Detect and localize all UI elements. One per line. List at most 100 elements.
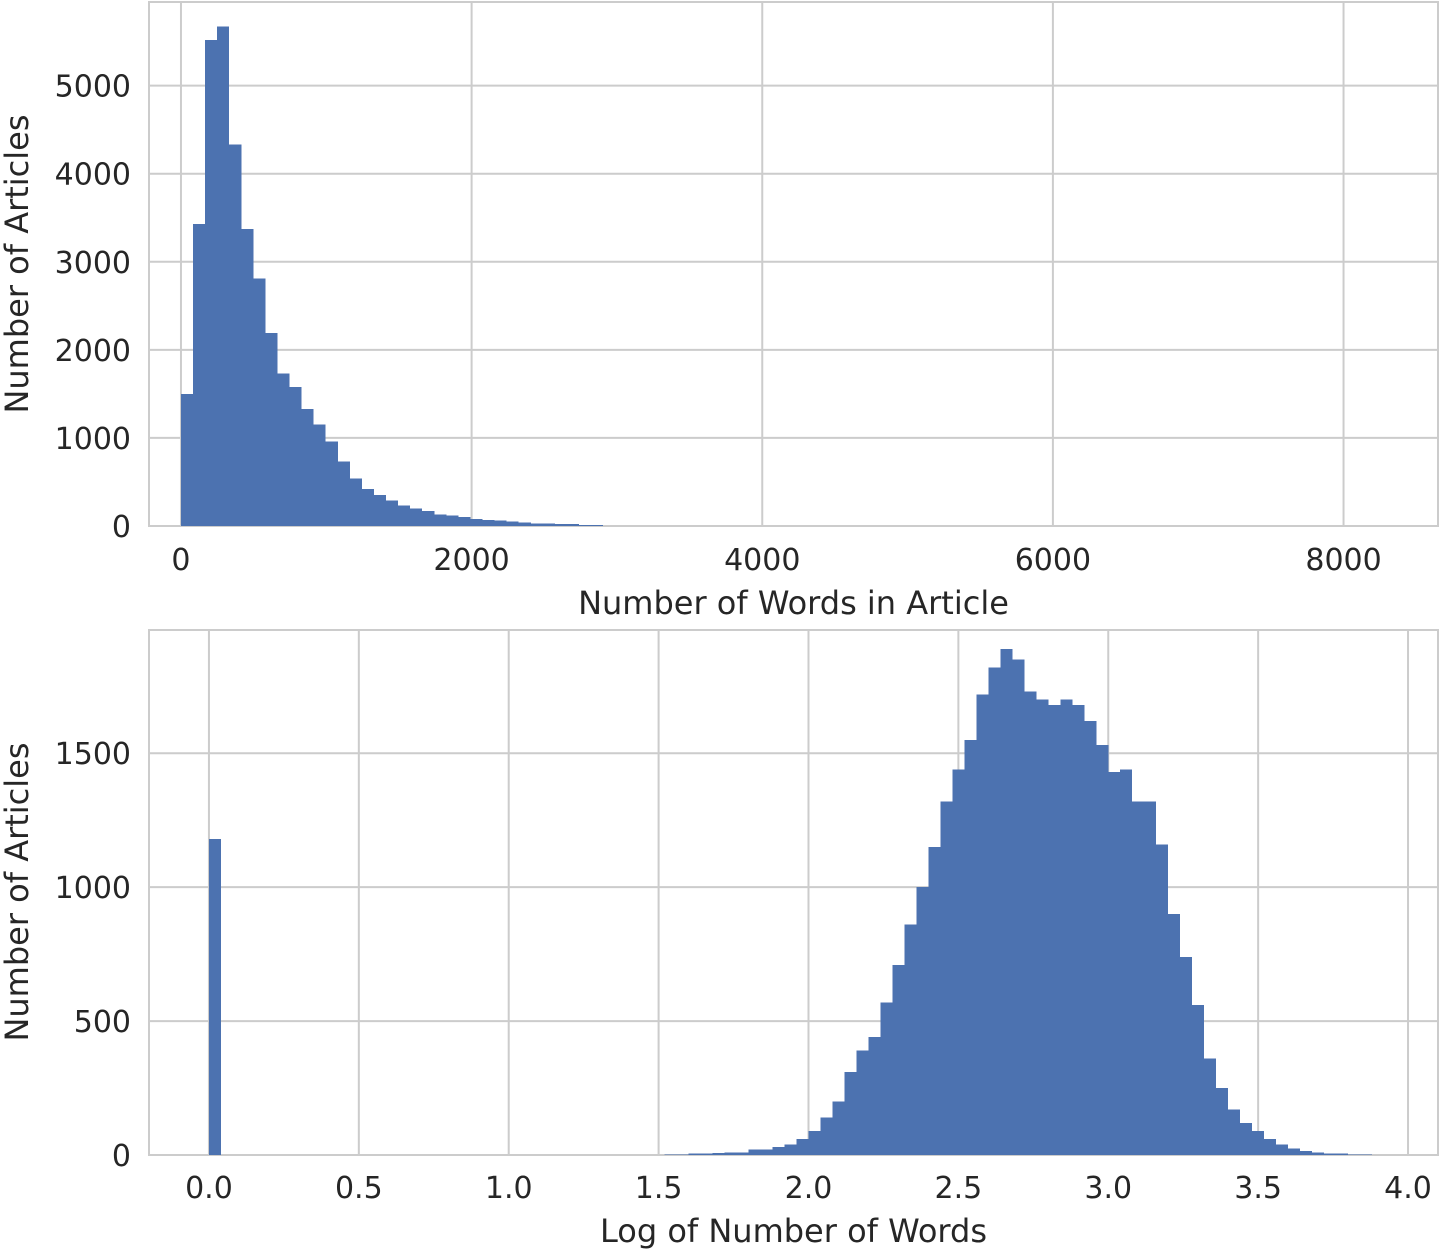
histogram-bar <box>494 520 507 526</box>
histogram-bar <box>976 694 989 1155</box>
histogram-bar <box>1000 648 1013 1155</box>
histogram-bar <box>1168 913 1181 1155</box>
histogram-bar <box>1108 771 1121 1155</box>
histogram-bar <box>952 769 965 1155</box>
histogram-bar <box>1012 659 1025 1155</box>
histogram-bar <box>470 518 483 526</box>
histogram-bar <box>542 523 555 526</box>
histogram-bar <box>1324 1153 1337 1155</box>
y-tick-label: 1000 <box>55 422 131 457</box>
histogram-bar <box>1144 801 1157 1155</box>
histogram-bar <box>566 524 580 526</box>
x-tick-label: 2.0 <box>785 1171 833 1206</box>
histogram-bar <box>964 739 977 1155</box>
histogram-bar <box>736 1152 749 1155</box>
histogram-bar <box>289 386 302 526</box>
histogram-bar <box>904 924 917 1155</box>
y-tick-label: 1500 <box>55 737 131 772</box>
histogram-bar <box>700 1153 713 1155</box>
histogram-bar <box>760 1149 773 1155</box>
histogram-bar <box>1360 1154 1373 1155</box>
histogram-bar <box>664 1154 677 1155</box>
histogram-bar <box>386 500 399 526</box>
histogram-bar <box>422 511 435 526</box>
histogram-bar <box>217 26 230 527</box>
histogram-bar <box>277 373 290 526</box>
histogram-bar <box>301 408 314 526</box>
histogram-bar <box>1180 956 1193 1155</box>
histogram-bar <box>1264 1138 1277 1155</box>
histogram-bar <box>868 1037 881 1155</box>
histogram-bar <box>916 887 929 1155</box>
histogram-bar <box>796 1138 809 1155</box>
histogram-bar <box>1156 844 1169 1155</box>
histogram-bar <box>1072 705 1085 1155</box>
histogram-bar <box>1204 1058 1217 1155</box>
histogram-bar <box>1276 1144 1289 1155</box>
x-tick-label: 4000 <box>724 543 800 578</box>
x-tick-label: 4.0 <box>1384 1171 1432 1206</box>
x-tick-label: 3.0 <box>1084 1171 1132 1206</box>
histogram-bar <box>856 1050 869 1155</box>
histogram-bar <box>229 144 242 526</box>
y-tick-label: 4000 <box>55 158 131 193</box>
histogram-bar <box>1348 1154 1361 1155</box>
histogram-bar <box>784 1144 797 1155</box>
y-tick-label: 5000 <box>55 70 131 105</box>
histogram-bar <box>940 801 953 1155</box>
histogram-bar <box>880 1002 893 1155</box>
histogram-bar <box>591 525 604 526</box>
histogram-bar <box>808 1130 821 1155</box>
histogram-bar <box>554 524 567 526</box>
x-tick-label: 2000 <box>433 543 509 578</box>
histogram-bar <box>1096 745 1109 1155</box>
histogram-bar <box>1192 1005 1205 1155</box>
histogram-bar <box>518 522 531 526</box>
histogram-bar <box>820 1117 833 1155</box>
histogram-bar <box>265 333 278 526</box>
x-tick-label: 0 <box>171 543 190 578</box>
histogram-bar <box>1048 705 1061 1155</box>
y-axis-label: Number of Articles <box>0 742 36 1041</box>
histogram-bar <box>373 495 387 526</box>
histogram-bar <box>579 525 592 526</box>
histogram-bar <box>1216 1088 1229 1155</box>
histogram-bar <box>241 229 254 526</box>
histogram-bar <box>506 521 519 526</box>
histogram-bar <box>772 1146 785 1155</box>
x-tick-label: 1.5 <box>635 1171 683 1206</box>
histogram-bar <box>410 508 423 526</box>
histogram-bar <box>1288 1148 1301 1155</box>
histogram-bar <box>928 846 941 1155</box>
plot-area <box>148 629 1439 1156</box>
histogram-bar <box>1036 699 1049 1155</box>
histogram-bar <box>208 838 221 1155</box>
histogram-bar <box>398 505 411 526</box>
histogram-bar <box>688 1153 701 1155</box>
histogram-bar <box>446 515 459 526</box>
plot-area <box>148 1 1439 527</box>
histogram-bar <box>676 1154 689 1155</box>
histogram-bar <box>1120 769 1133 1155</box>
histogram-bar <box>1060 699 1073 1155</box>
x-tick-label: 0.0 <box>185 1171 233 1206</box>
histogram-bar <box>434 514 447 526</box>
histogram-bar <box>193 223 206 526</box>
histogram-bar <box>988 667 1001 1155</box>
histogram-bar <box>1132 801 1145 1155</box>
histogram-bar <box>458 517 471 526</box>
histogram-bar <box>1240 1122 1253 1155</box>
histogram-bar <box>361 489 374 526</box>
y-tick-label: 0 <box>112 510 131 545</box>
histogram-bar <box>180 393 194 526</box>
histogram-bar <box>724 1152 737 1155</box>
x-tick-label: 0.5 <box>335 1171 383 1206</box>
histogram-bar <box>1312 1152 1325 1155</box>
word-count-histogram: 0 2000 4000 6000 8000 0 1000 2000 3000 4000 5000 Nu… <box>0 1 1439 622</box>
histogram-bar <box>325 441 338 526</box>
y-tick-label: 1000 <box>55 871 131 906</box>
histogram-bar <box>482 519 495 526</box>
histogram-bar <box>337 461 350 526</box>
histogram-bar <box>1300 1150 1313 1155</box>
